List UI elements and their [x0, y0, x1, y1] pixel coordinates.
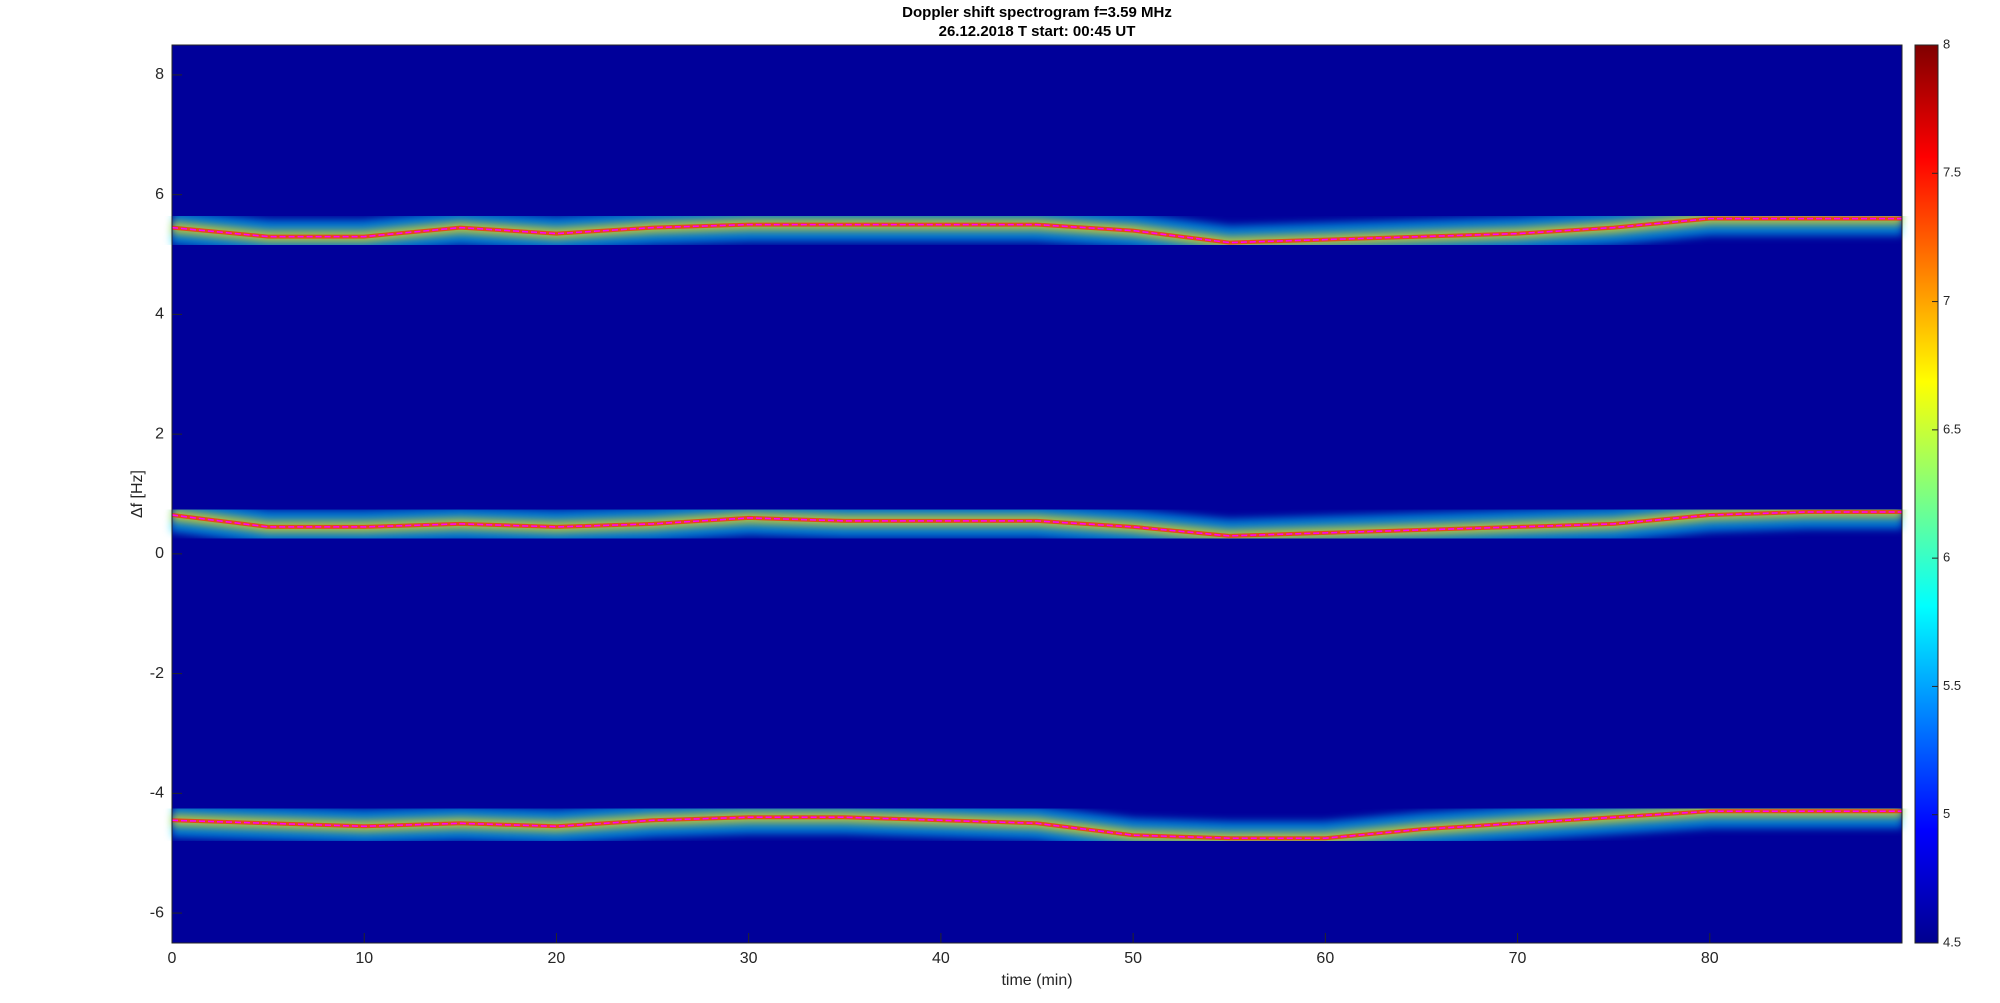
- y-tick-label: -4: [150, 785, 164, 802]
- x-tick-label: 80: [1701, 950, 1719, 967]
- colorbar: [1914, 44, 1939, 944]
- y-tick-label: -6: [150, 904, 164, 921]
- x-axis-label: time (min): [1001, 972, 1072, 989]
- plot-background: [172, 45, 1902, 943]
- colorbar-tick-label: 5.5: [1943, 678, 1961, 693]
- chart-title: Doppler shift spectrogram f=3.59 MHz: [902, 4, 1172, 21]
- y-tick-label: 2: [155, 425, 164, 442]
- y-axis-label: Δf [Hz]: [129, 470, 146, 518]
- x-tick-label: 10: [355, 950, 373, 967]
- x-tick-label: 0: [168, 950, 177, 967]
- y-tick-label: 0: [155, 545, 164, 562]
- y-tick-label: 8: [155, 66, 164, 83]
- x-tick-label: 30: [740, 950, 758, 967]
- colorbar-tick-label: 8: [1943, 36, 1950, 51]
- y-tick-label: 6: [155, 186, 164, 203]
- colorbar-tick-label: 7.5: [1943, 165, 1961, 180]
- x-tick-label: 40: [932, 950, 950, 967]
- x-tick-label: 70: [1509, 950, 1527, 967]
- doppler-trace: [171, 810, 1902, 839]
- x-tick-label: 50: [1124, 950, 1142, 967]
- y-tick-label: -2: [150, 665, 164, 682]
- colorbar-tick-label: 5: [1943, 806, 1950, 821]
- colorbar-tick-label: 4.5: [1943, 934, 1961, 949]
- x-tick-label: 60: [1316, 950, 1334, 967]
- doppler-trace: [171, 217, 1902, 244]
- colorbar-tick-label: 6: [1943, 550, 1950, 565]
- y-tick-label: 4: [155, 306, 164, 323]
- doppler-trace: [171, 511, 1902, 537]
- colorbar-tick-label: 6.5: [1943, 421, 1961, 436]
- x-tick-label: 20: [548, 950, 566, 967]
- plot-frame: [171, 44, 1903, 944]
- chart-subtitle: 26.12.2018 T start: 00:45 UT: [939, 23, 1136, 40]
- colorbar-tick-label: 7: [1943, 293, 1950, 308]
